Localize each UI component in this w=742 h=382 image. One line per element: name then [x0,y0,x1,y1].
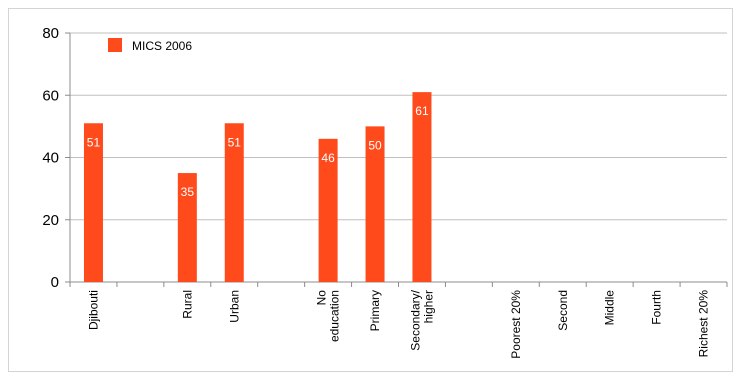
y-tick-label-0: 0 [51,274,59,291]
bar-2 [177,173,197,282]
x-category-label-11: Middle [603,290,617,326]
bar-0 [83,123,103,282]
bar-chart: 0 20 40 60 80 51 35 51 46 50 61 Djibouti Rural Urban N… [42,25,728,359]
y-tick-label-4: 80 [42,25,59,42]
data-label-3: 51 [228,135,242,149]
legend-label: MICS 2006 [132,39,192,53]
x-category-label-6: Primary [368,290,382,331]
legend-swatch [108,38,122,52]
x-category-label-10: Second [556,290,570,331]
y-tick-label-1: 20 [42,212,59,229]
bar-3 [224,123,244,282]
bar-7 [412,92,432,282]
chart-frame: 0 20 40 60 80 51 35 51 46 50 61 Djibouti Rural Urban N… [8,8,733,372]
x-category-label-5-line-0: No [315,290,329,306]
data-label-5: 46 [321,151,335,165]
x-category-label-0: Djibouti [86,290,100,330]
x-category-label-7-line-0: Secondary/ [408,289,422,350]
x-category-label-9: Poorest 20% [509,290,523,359]
data-label-6: 50 [368,138,382,152]
x-category-label-7-line-1: higher [421,290,435,323]
bar-6 [365,126,385,282]
x-category-label-13: Richest 20% [697,290,711,358]
y-tick-label-3: 60 [42,87,59,104]
x-category-label-2: Rural [180,290,194,319]
data-label-7: 61 [415,104,429,118]
x-category-label-3: Urban [227,290,241,323]
data-label-2: 35 [181,185,195,199]
bar-5 [318,138,338,282]
data-label-0: 51 [87,135,101,149]
y-tick-label-2: 40 [42,150,59,167]
x-category-label-12: Fourth [650,290,664,325]
x-category-label-5-line-1: education [328,290,342,342]
